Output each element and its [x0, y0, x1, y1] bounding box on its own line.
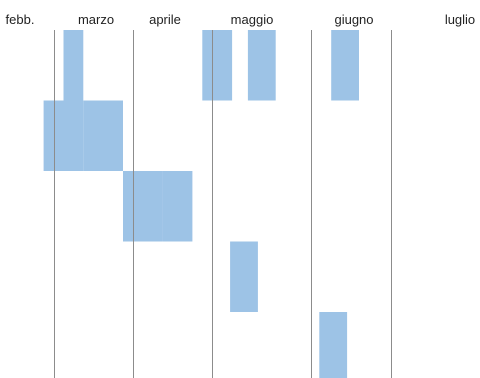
month-label-6: luglio [445, 12, 475, 27]
task-bar-4-1 [230, 241, 258, 312]
task-bars [43, 30, 359, 378]
month-gridlines [54, 30, 392, 378]
task-bar-2-1 [43, 100, 84, 171]
month-label-4: maggio [231, 12, 274, 27]
task-bar-5-1 [319, 312, 348, 378]
task-bar-1-3 [247, 30, 276, 101]
month-labels: febb. marzo aprile maggio giugno luglio [6, 12, 476, 27]
task-bar-1-1 [63, 30, 84, 101]
task-bar-1-2 [202, 30, 233, 101]
task-bar-1-4 [331, 30, 359, 101]
task-bar-2-2 [83, 100, 123, 171]
month-label-3: aprile [149, 12, 181, 27]
month-label-2: marzo [78, 12, 114, 27]
task-bar-3-2 [162, 171, 193, 242]
month-label-5: giugno [334, 12, 373, 27]
month-label-1: febb. [6, 12, 35, 27]
task-bar-3-1 [123, 171, 163, 242]
